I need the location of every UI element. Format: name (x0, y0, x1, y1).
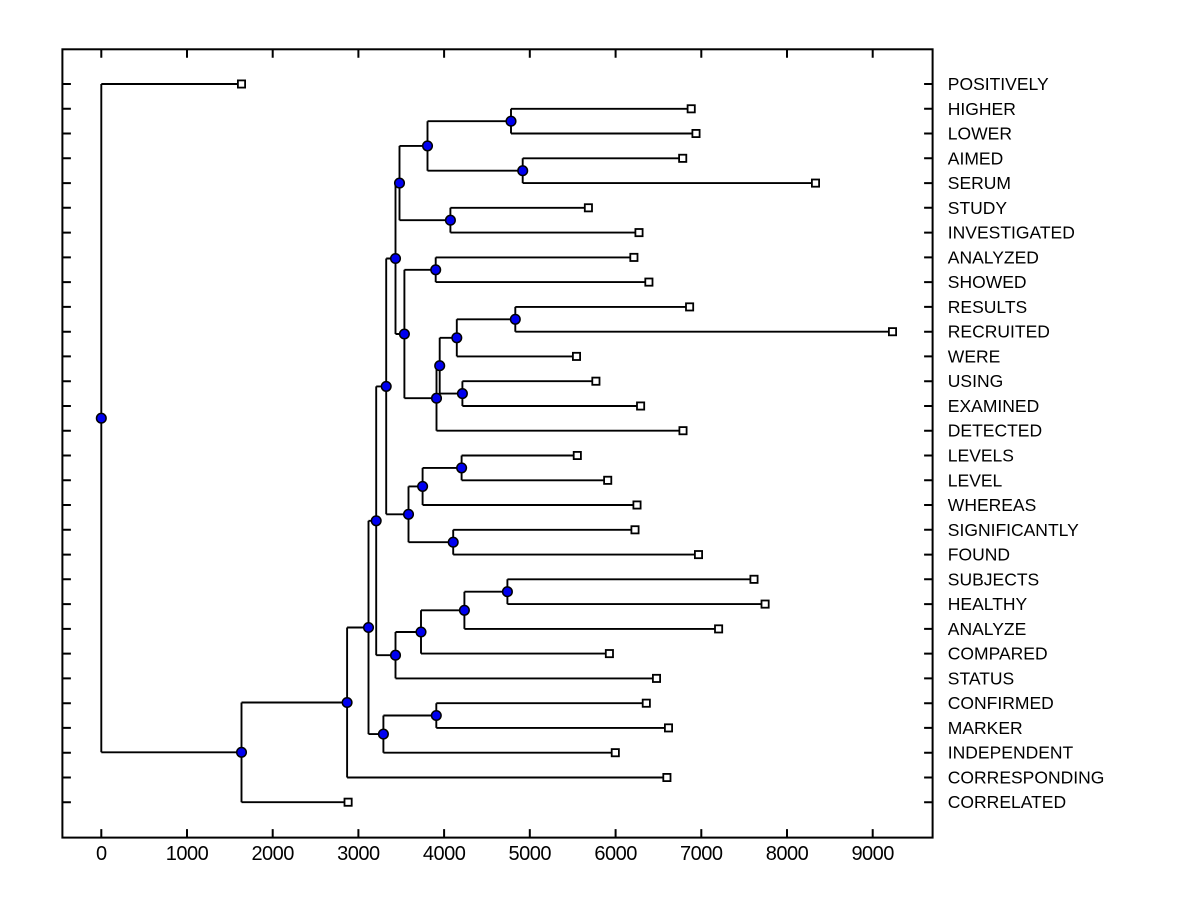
svg-text:WHEREAS: WHEREAS (948, 495, 1036, 515)
svg-text:RECRUITED: RECRUITED (948, 322, 1050, 342)
svg-text:USING: USING (948, 371, 1003, 391)
svg-text:HIGHER: HIGHER (948, 99, 1016, 119)
svg-text:COMPARED: COMPARED (948, 644, 1048, 664)
svg-text:AIMED: AIMED (948, 148, 1003, 168)
svg-text:SHOWED: SHOWED (948, 272, 1027, 292)
svg-text:ANALYZE: ANALYZE (948, 619, 1026, 639)
svg-text:FOUND: FOUND (948, 545, 1010, 565)
svg-text:8000: 8000 (766, 843, 809, 865)
svg-text:0: 0 (96, 843, 107, 865)
svg-text:SERUM: SERUM (948, 173, 1011, 193)
svg-text:MARKER: MARKER (948, 718, 1023, 738)
svg-text:CORRELATED: CORRELATED (948, 792, 1066, 812)
svg-text:5000: 5000 (509, 843, 552, 865)
svg-text:ANALYZED: ANALYZED (948, 247, 1039, 267)
svg-text:WERE: WERE (948, 346, 1001, 366)
svg-text:DETECTED: DETECTED (948, 421, 1042, 441)
svg-text:RESULTS: RESULTS (948, 297, 1027, 317)
svg-text:6000: 6000 (594, 843, 637, 865)
svg-text:9000: 9000 (851, 843, 894, 865)
svg-text:INDEPENDENT: INDEPENDENT (948, 743, 1074, 763)
svg-text:LEVEL: LEVEL (948, 470, 1003, 490)
svg-text:STUDY: STUDY (948, 198, 1008, 218)
svg-text:LEVELS: LEVELS (948, 446, 1014, 466)
svg-text:INVESTIGATED: INVESTIGATED (948, 223, 1075, 243)
svg-text:LOWER: LOWER (948, 124, 1012, 144)
svg-text:2000: 2000 (251, 843, 294, 865)
svg-text:POSITIVELY: POSITIVELY (948, 74, 1049, 94)
svg-text:7000: 7000 (680, 843, 723, 865)
svg-text:4000: 4000 (423, 843, 466, 865)
svg-text:SIGNIFICANTLY: SIGNIFICANTLY (948, 520, 1079, 540)
svg-text:SUBJECTS: SUBJECTS (948, 569, 1039, 589)
svg-text:STATUS: STATUS (948, 668, 1014, 688)
svg-text:HEALTHY: HEALTHY (948, 594, 1028, 614)
svg-text:1000: 1000 (166, 843, 209, 865)
svg-text:CORRESPONDING: CORRESPONDING (948, 768, 1105, 788)
svg-text:CONFIRMED: CONFIRMED (948, 693, 1054, 713)
svg-text:3000: 3000 (337, 843, 380, 865)
svg-text:EXAMINED: EXAMINED (948, 396, 1039, 416)
